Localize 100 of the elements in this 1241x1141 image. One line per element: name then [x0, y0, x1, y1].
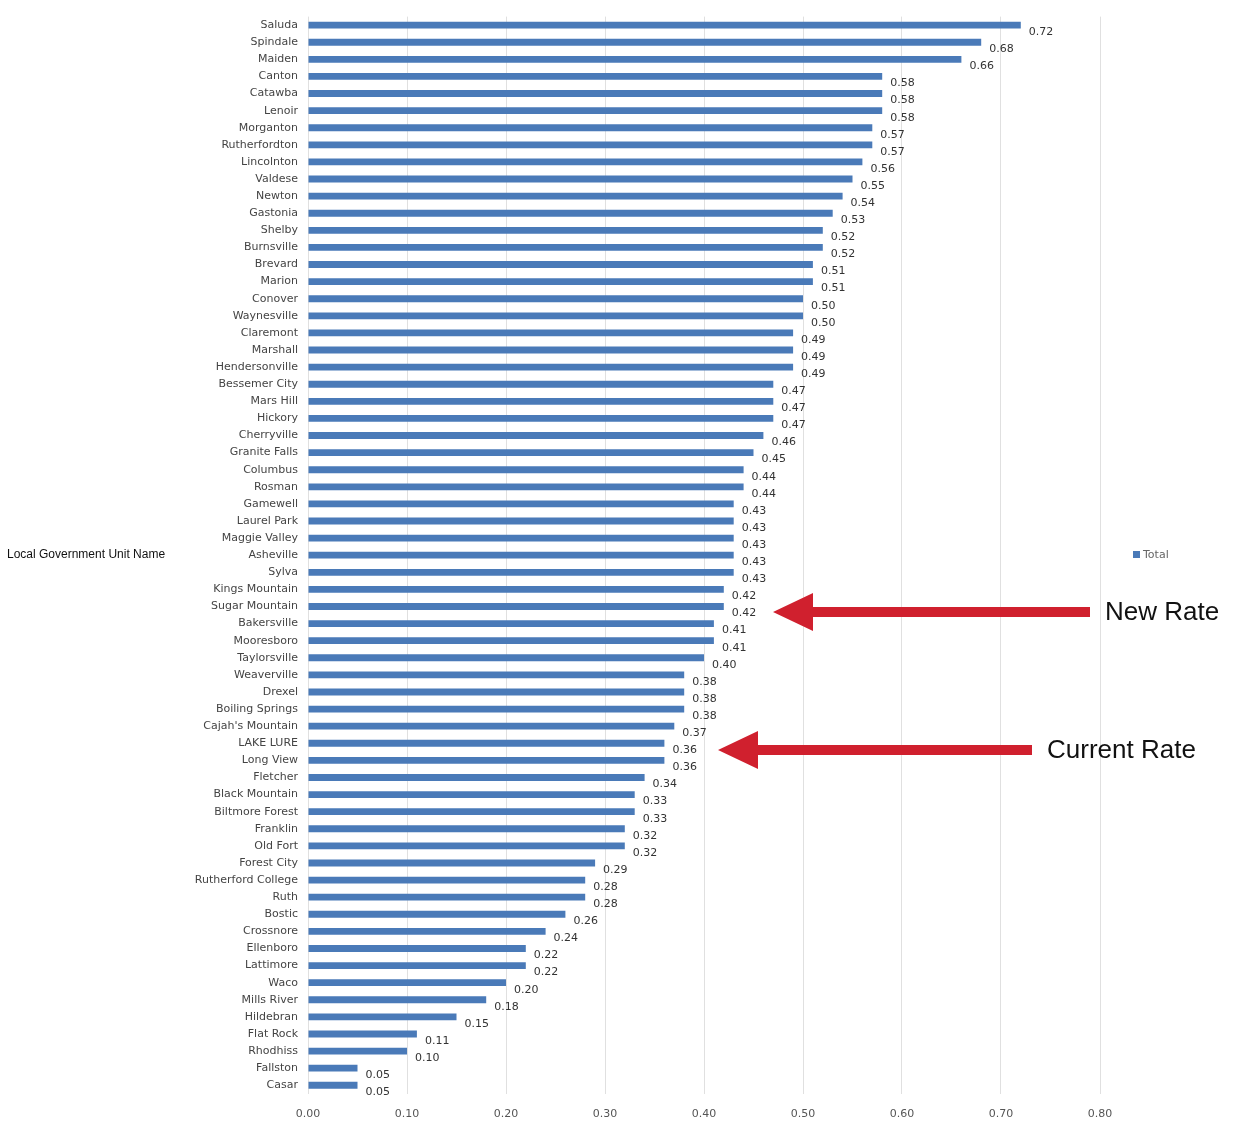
bar	[308, 927, 546, 935]
bar	[308, 996, 487, 1004]
x-tick-label: 0.20	[493, 1107, 519, 1121]
bar	[308, 739, 665, 747]
data-label: 0.38	[692, 708, 717, 722]
data-label: 0.58	[890, 110, 915, 124]
data-label: 0.18	[494, 999, 519, 1013]
bar	[308, 414, 774, 422]
bar	[308, 295, 803, 303]
y-tick-label: Ellenboro	[246, 941, 299, 955]
bar	[308, 500, 734, 508]
y-tick-label: Mars Hill	[250, 394, 298, 408]
bar	[308, 791, 635, 798]
data-label: 0.43	[741, 555, 767, 569]
bar	[308, 380, 774, 388]
data-label: 0.51	[820, 281, 846, 295]
legend-label: Total	[1142, 548, 1169, 562]
bar	[308, 363, 794, 371]
data-label: 0.43	[741, 537, 767, 551]
y-tick-label: Maggie Valley	[221, 530, 299, 544]
y-tick-label: Kings Mountain	[213, 582, 299, 596]
data-label: 0.05	[365, 1085, 390, 1099]
y-tick-label: Catawba	[249, 86, 298, 100]
bar	[308, 808, 635, 816]
bar	[308, 21, 1021, 29]
y-tick-label: Cajah's Mountain	[203, 719, 299, 733]
bar	[308, 722, 675, 730]
y-tick-label: Boiling Springs	[215, 701, 299, 715]
data-label: 0.20	[514, 982, 539, 996]
data-label: 0.52	[830, 230, 856, 244]
bar	[308, 620, 714, 628]
y-tick-label: Sylva	[268, 565, 298, 579]
data-label: 0.49	[801, 349, 826, 363]
bar	[308, 774, 645, 781]
data-label: 0.34	[652, 777, 678, 791]
data-label: 0.36	[672, 760, 697, 774]
bar	[308, 825, 625, 833]
y-tick-label: Fallston	[256, 1061, 299, 1075]
data-label: 0.28	[593, 897, 618, 911]
data-label: 0.22	[533, 948, 559, 962]
y-tick-label: Crossnore	[243, 924, 299, 938]
bar	[308, 226, 823, 234]
y-tick-label: Rhodhiss	[248, 1043, 299, 1057]
y-tick-label: Canton	[258, 69, 299, 83]
x-tick-label: 0.80	[1087, 1107, 1113, 1121]
y-tick-label: Laurel Park	[236, 513, 299, 527]
y-tick-label: Gamewell	[243, 496, 298, 510]
y-tick-label: Rutherford College	[194, 872, 299, 886]
data-label: 0.38	[692, 674, 717, 688]
y-tick-label: Waynesville	[232, 308, 299, 322]
y-tick-label: Flat Rock	[247, 1026, 299, 1040]
bar	[308, 73, 883, 80]
text: New Rate	[1105, 596, 1220, 627]
bar	[308, 141, 873, 149]
bar	[308, 261, 813, 268]
bar	[308, 654, 704, 662]
bar	[308, 842, 625, 850]
y-tick-label: Ruth	[272, 890, 299, 904]
data-label: 0.43	[741, 503, 767, 517]
y-tick-label: Newton	[255, 188, 299, 202]
x-tick-label: 0.30	[592, 1107, 618, 1121]
x-tick-label: 0.70	[988, 1107, 1014, 1121]
data-label: 0.36	[672, 743, 697, 757]
y-tick-label: Bakersville	[238, 616, 299, 630]
bar	[308, 1081, 358, 1089]
y-tick-label: Mooresboro	[233, 633, 299, 647]
data-label: 0.55	[860, 178, 885, 192]
data-label: 0.72	[1028, 25, 1054, 39]
data-label: 0.41	[721, 623, 747, 637]
bar	[308, 962, 526, 969]
bar	[308, 278, 813, 286]
y-tick-label: Hendersonville	[215, 359, 299, 373]
y-tick-label: Burnsville	[244, 240, 299, 254]
data-label: 0.66	[969, 59, 994, 73]
bar	[308, 945, 526, 952]
y-tick-label: Drexel	[262, 684, 298, 698]
data-label: 0.38	[692, 691, 717, 705]
x-tick-label: 0.50	[790, 1107, 816, 1121]
y-tick-label: Asheville	[248, 548, 299, 562]
y-tick-label: Bessemer City	[218, 377, 299, 391]
y-tick-label: Fletcher	[253, 770, 299, 784]
y-tick-label: Morganton	[238, 120, 299, 134]
y-tick-label: Columbus	[243, 462, 299, 476]
data-label: 0.42	[731, 589, 757, 603]
y-tick-label: Casar	[266, 1078, 299, 1092]
y-tick-label: Taylorsville	[236, 650, 299, 664]
x-tick-label: 0.40	[691, 1107, 717, 1121]
y-tick-label: Rutherfordton	[221, 137, 299, 151]
data-label: 0.50	[811, 315, 836, 329]
bar	[308, 534, 734, 542]
data-label: 0.68	[989, 42, 1014, 56]
data-label: 0.32	[632, 828, 658, 842]
bar	[308, 910, 566, 918]
data-label: 0.15	[464, 1016, 489, 1030]
bar	[308, 432, 764, 439]
bar	[308, 397, 774, 405]
bar	[308, 603, 724, 610]
data-label: 0.33	[642, 811, 668, 825]
y-tick-label: Shelby	[260, 223, 299, 237]
y-tick-label: Biltmore Forest	[214, 804, 299, 818]
